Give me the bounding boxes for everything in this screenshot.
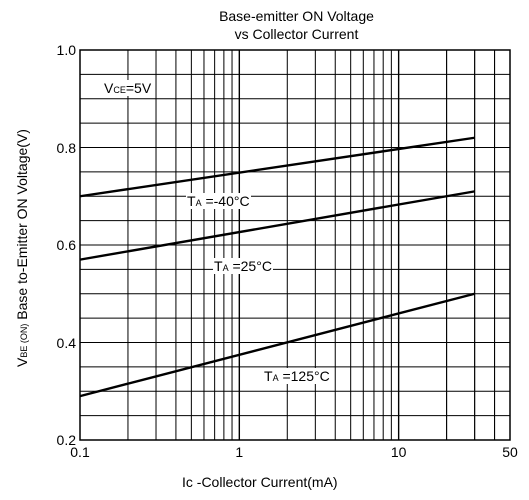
- grid: [80, 50, 510, 440]
- y-tick-label: 0.8: [56, 139, 76, 156]
- series-label-125: TA =125°C: [263, 368, 331, 384]
- y-tick-label: 0.4: [56, 334, 76, 351]
- series-line-1: [79, 190, 475, 261]
- y-tick-label: 1.0: [56, 42, 76, 58]
- chart-title-line-1: Base-emitter ON Voltage: [219, 8, 374, 24]
- series-line-0: [79, 136, 475, 198]
- x-tick-label: 0.1: [70, 444, 90, 460]
- y-tick-label: 0.2: [56, 432, 76, 448]
- x-axis-label: Ic -Collector Current(mA): [182, 474, 338, 490]
- series-line-2: [79, 292, 475, 398]
- chart-title-line-2: vs Collector Current: [234, 26, 359, 42]
- y-tick-label: 0.6: [56, 237, 76, 253]
- series-lines: [79, 136, 475, 398]
- series-label-25: TA =25°C: [213, 258, 273, 274]
- series-label-minus40: TA =-40°C: [186, 193, 251, 209]
- x-tick-label: 50: [502, 444, 518, 460]
- x-tick-label: 1: [235, 444, 244, 460]
- plot-frame: [79, 49, 511, 441]
- y-axis-label: VBE (ON) Base to-Emitter ON Voltage(V): [14, 129, 30, 367]
- x-tick-label: 10: [390, 444, 407, 460]
- vce-condition-label: VCE=5V: [103, 80, 153, 96]
